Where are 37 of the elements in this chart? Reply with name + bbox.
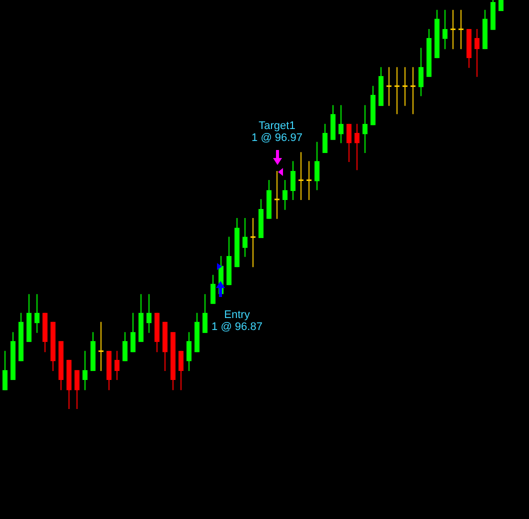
candlestick	[362, 104, 368, 154]
candlestick	[130, 312, 136, 353]
candlestick	[146, 294, 152, 334]
candlestick	[282, 179, 288, 210]
candlestick	[114, 350, 120, 380]
candlestick	[394, 66, 400, 115]
candlestick	[314, 141, 320, 191]
candlestick	[34, 294, 40, 334]
candlestick	[186, 332, 192, 372]
candlestick	[450, 9, 456, 50]
annotation: Target1 1 @ 96.97	[252, 120, 302, 144]
candlestick	[74, 370, 80, 410]
candlestick	[202, 294, 208, 334]
candlestick	[122, 332, 128, 362]
annotation: Entry 1 @ 96.87	[212, 309, 262, 333]
candlestick	[354, 123, 360, 171]
candlestick	[386, 66, 392, 106]
candlestick	[306, 160, 312, 200]
candlestick	[474, 28, 480, 78]
candlestick	[82, 350, 88, 391]
candlestick	[418, 47, 424, 97]
candlestick	[402, 66, 408, 106]
candlestick	[242, 217, 248, 258]
candlestick	[322, 123, 328, 154]
candlestick	[290, 160, 296, 200]
candlestick	[298, 152, 304, 200]
candlestick	[178, 350, 184, 391]
candlestick	[410, 66, 416, 115]
candlestick	[250, 217, 256, 268]
candlestick	[338, 104, 344, 144]
candlestick	[2, 350, 8, 391]
candlestick	[274, 170, 280, 220]
candlestick	[346, 123, 352, 162]
candlestick	[210, 274, 216, 304]
candlestick	[458, 9, 464, 50]
candlestick	[98, 321, 104, 372]
candlestick	[442, 9, 448, 50]
